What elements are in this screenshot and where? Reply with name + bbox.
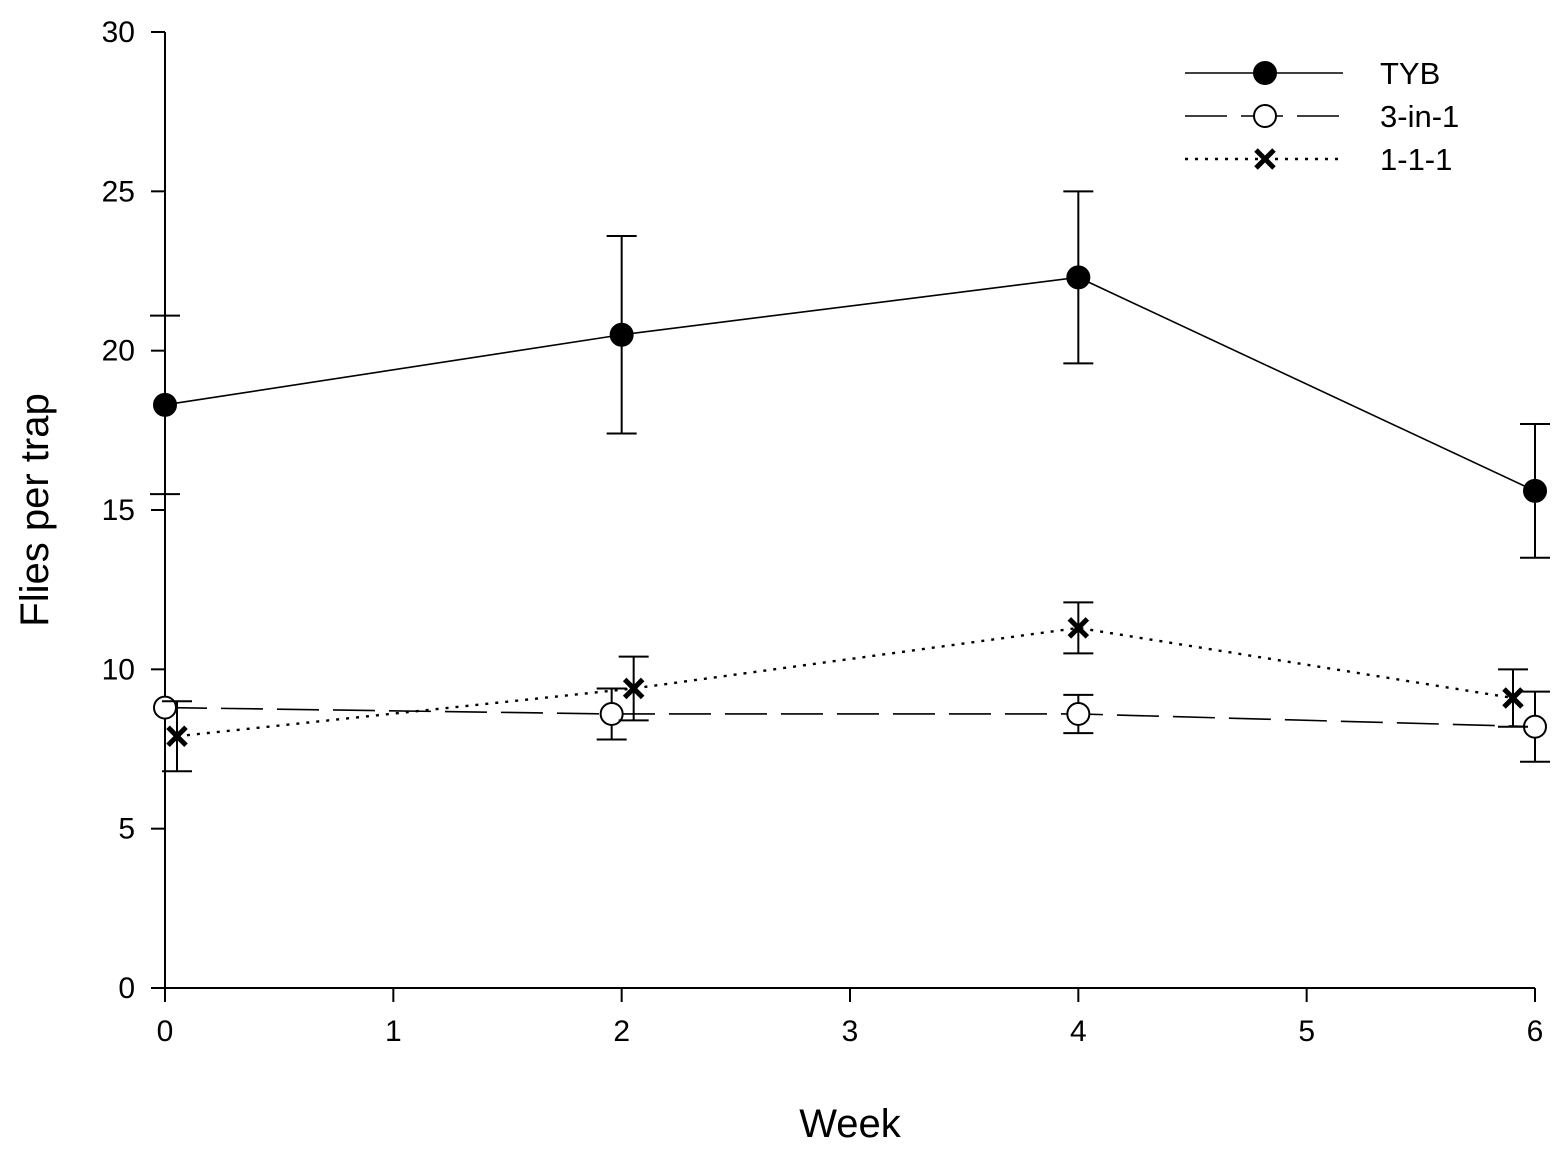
- data-point: [153, 695, 177, 720]
- data-point: [153, 392, 177, 417]
- x-tick-label: 6: [1527, 1015, 1544, 1048]
- data-point: [1067, 617, 1090, 639]
- x-marker-stroke: [1067, 617, 1090, 639]
- x-marker-stroke: [1502, 687, 1524, 709]
- legend-label: TYB: [1380, 56, 1440, 91]
- y-axis-title: Flies per trap: [13, 393, 57, 626]
- x-tick-label: 1: [385, 1015, 402, 1048]
- y-tick-label: 5: [118, 813, 135, 846]
- y-tick-label: 30: [102, 16, 135, 49]
- legend-item: 1-1-1: [1185, 142, 1452, 177]
- y-tick-label: 15: [102, 494, 135, 527]
- legend-item: 3-in-1: [1185, 99, 1459, 134]
- x-tick-label: 2: [613, 1015, 630, 1048]
- data-point: [609, 322, 634, 347]
- y-tick-label: 0: [118, 972, 135, 1005]
- x-marker-stroke: [166, 725, 188, 748]
- legend-marker: [1253, 104, 1277, 128]
- data-point: [1502, 687, 1524, 709]
- x-tick-label: 0: [157, 1015, 174, 1048]
- data-point: [1066, 701, 1091, 726]
- legend: TYB 3-in-1 1-1-1: [1185, 56, 1459, 177]
- x-tick-label: 5: [1298, 1015, 1315, 1048]
- x-tick-label: 4: [1070, 1015, 1087, 1048]
- data-point: [166, 725, 188, 748]
- legend-marker: [1254, 148, 1276, 170]
- series-line: [164, 706, 1536, 728]
- series-3-in-1: [153, 687, 1550, 763]
- data-point: [599, 701, 624, 726]
- legend-item: TYB: [1185, 56, 1440, 91]
- axes: 0 5 10 15 20 25 30 0 1 2 3 4 5 6: [102, 16, 1544, 1048]
- series-tyb: [150, 190, 1550, 559]
- legend-label: 1-1-1: [1380, 142, 1452, 177]
- series-1-1-1: [162, 601, 1528, 773]
- y-tick-label: 25: [102, 175, 135, 208]
- x-marker-stroke: [1254, 148, 1276, 170]
- x-axis-title: Week: [799, 1102, 902, 1146]
- x-marker-stroke: [622, 677, 645, 700]
- x-tick-label: 3: [842, 1015, 859, 1048]
- y-tick-label: 20: [102, 335, 135, 368]
- legend-label: 3-in-1: [1380, 99, 1459, 134]
- data-point: [1066, 265, 1091, 290]
- data-point: [622, 677, 645, 700]
- y-tick-label: 10: [102, 653, 135, 686]
- data-point: [1523, 478, 1547, 503]
- legend-marker: [1253, 61, 1277, 85]
- series-layer: [150, 190, 1550, 773]
- series-line: [164, 276, 1536, 492]
